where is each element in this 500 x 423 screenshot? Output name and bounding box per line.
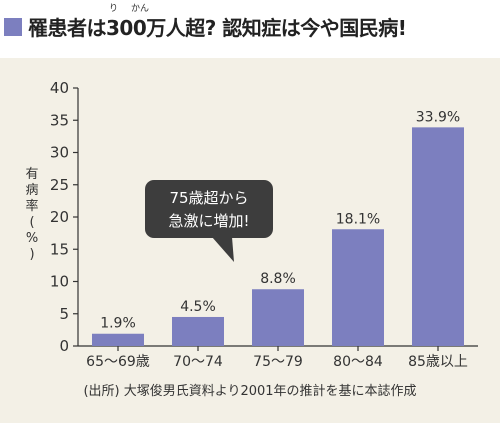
data-label: 4.5% xyxy=(180,299,216,315)
y-tick-label: 25 xyxy=(50,176,69,194)
x-tick-label: 85歳以上 xyxy=(408,354,468,370)
y-tick-label: 20 xyxy=(50,208,69,226)
source-note: (出所) 大塚俊男氏資料より2001年の推計を基に本誌作成 xyxy=(83,384,417,399)
title-ruby-ri: り xyxy=(109,4,119,14)
y-tick-label: 0 xyxy=(59,337,69,355)
y-tick-label: 30 xyxy=(50,144,69,162)
y-axis-label: 有病率(%) xyxy=(25,167,38,262)
x-tick-label: 80〜84 xyxy=(333,354,383,370)
callout-text: 急激に増加! xyxy=(168,212,249,230)
y-tick-label: 5 xyxy=(59,305,69,323)
callout-pointer xyxy=(212,237,234,262)
title-bullet xyxy=(4,18,22,36)
y-tick-label: 40 xyxy=(50,79,69,97)
callout-text: 75歳超から xyxy=(169,189,248,207)
chart-title: 罹患者は300万人超? 認知症は今や国民病! xyxy=(28,16,407,40)
x-tick-label: 75〜79 xyxy=(253,354,303,370)
title-bar: り かん 罹患者は300万人超? 認知症は今や国民病! xyxy=(0,0,500,52)
x-tick-label: 65〜69歳 xyxy=(86,354,150,370)
x-tick-label: 70〜74 xyxy=(173,354,223,370)
bar xyxy=(172,316,224,346)
bar xyxy=(92,333,144,346)
bar xyxy=(332,229,384,346)
data-label: 1.9% xyxy=(100,316,136,332)
title-ruby-kan: かん xyxy=(131,4,150,14)
y-tick-label: 15 xyxy=(50,240,69,258)
y-tick-label: 10 xyxy=(50,273,69,291)
callout-bubble xyxy=(145,180,273,238)
y-tick-label: 35 xyxy=(50,111,69,129)
bar xyxy=(252,289,304,346)
data-label: 18.1% xyxy=(336,211,380,227)
bar xyxy=(412,127,464,346)
data-label: 33.9% xyxy=(416,109,460,125)
data-label: 8.8% xyxy=(260,271,296,287)
